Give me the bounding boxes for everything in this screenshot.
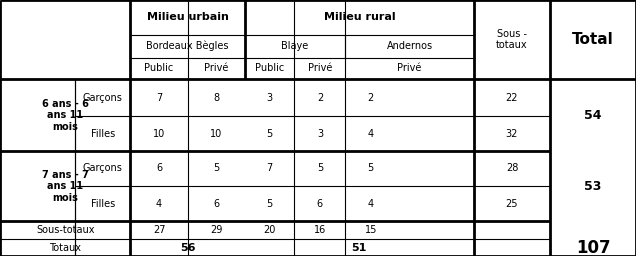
Text: 53: 53 xyxy=(584,180,602,193)
Text: 15: 15 xyxy=(364,225,377,236)
Text: 5: 5 xyxy=(317,163,323,173)
Text: 7: 7 xyxy=(266,163,273,173)
Text: Bordeaux Bègles: Bordeaux Bègles xyxy=(146,41,229,51)
Text: 25: 25 xyxy=(506,198,518,209)
Text: 2: 2 xyxy=(317,93,323,103)
Text: 6 ans - 6
ans 11
mois: 6 ans - 6 ans 11 mois xyxy=(42,99,88,132)
Text: 6: 6 xyxy=(213,198,219,209)
Text: 7 ans - 7
ans 11
mois: 7 ans - 7 ans 11 mois xyxy=(42,170,88,203)
Text: Privé: Privé xyxy=(204,63,228,73)
Text: 6: 6 xyxy=(317,198,323,209)
Text: 54: 54 xyxy=(584,109,602,122)
Text: 32: 32 xyxy=(506,129,518,139)
Text: 10: 10 xyxy=(210,129,223,139)
Text: Sous-totaux: Sous-totaux xyxy=(36,225,94,236)
Text: Andernos: Andernos xyxy=(387,41,432,51)
Text: 4: 4 xyxy=(368,198,374,209)
Text: 10: 10 xyxy=(153,129,165,139)
Text: 3: 3 xyxy=(317,129,323,139)
Text: 4: 4 xyxy=(156,198,162,209)
Text: Privé: Privé xyxy=(398,63,422,73)
Text: 16: 16 xyxy=(314,225,326,236)
Text: Total: Total xyxy=(572,32,614,47)
Text: Blaye: Blaye xyxy=(282,41,308,51)
Text: 7: 7 xyxy=(156,93,162,103)
Text: Filles: Filles xyxy=(90,198,115,209)
Text: 4: 4 xyxy=(368,129,374,139)
Text: 20: 20 xyxy=(263,225,276,236)
Text: 29: 29 xyxy=(210,225,223,236)
Text: 56: 56 xyxy=(180,243,195,253)
Text: 28: 28 xyxy=(506,163,518,173)
Text: Sous -
totaux: Sous - totaux xyxy=(496,29,528,50)
Text: Totaux: Totaux xyxy=(49,243,81,253)
Text: Garçons: Garçons xyxy=(83,93,123,103)
Text: 51: 51 xyxy=(352,243,367,253)
Text: Privé: Privé xyxy=(308,63,332,73)
Text: 3: 3 xyxy=(266,93,273,103)
Text: 27: 27 xyxy=(153,225,165,236)
Text: 8: 8 xyxy=(213,93,219,103)
Text: Garçons: Garçons xyxy=(83,163,123,173)
Text: Public: Public xyxy=(255,63,284,73)
Text: 5: 5 xyxy=(368,163,374,173)
Text: 5: 5 xyxy=(213,163,219,173)
Text: Filles: Filles xyxy=(90,129,115,139)
Text: Public: Public xyxy=(144,63,174,73)
Text: 5: 5 xyxy=(266,198,273,209)
Text: Milieu urbain: Milieu urbain xyxy=(147,12,228,22)
Text: 107: 107 xyxy=(576,239,611,256)
Text: 6: 6 xyxy=(156,163,162,173)
Text: 5: 5 xyxy=(266,129,273,139)
Text: 2: 2 xyxy=(368,93,374,103)
Text: Milieu rural: Milieu rural xyxy=(324,12,395,22)
Text: 22: 22 xyxy=(506,93,518,103)
